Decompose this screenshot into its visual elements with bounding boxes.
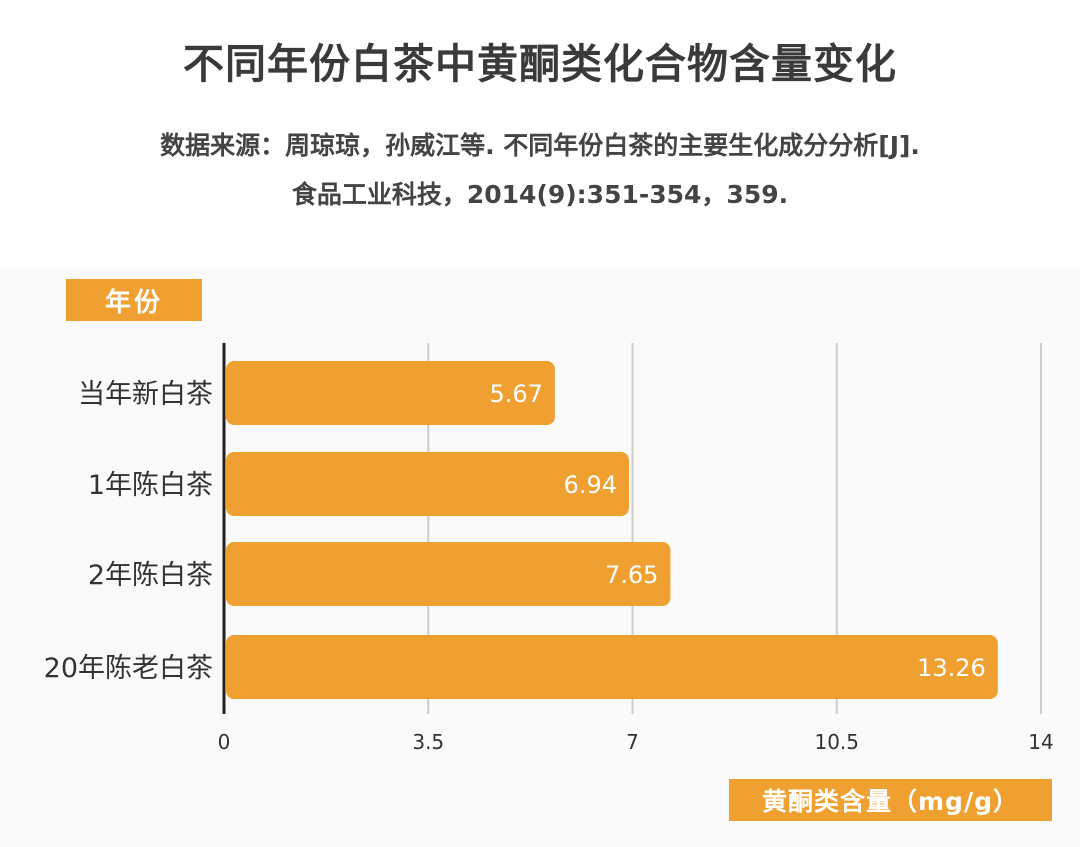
x-tick-label: 0 bbox=[218, 730, 231, 754]
chart-title: 不同年份白茶中黄酮类化合物含量变化 bbox=[183, 40, 897, 88]
x-tick-label: 7 bbox=[626, 730, 639, 754]
bar-value-label: 5.67 bbox=[489, 380, 542, 408]
category-label: 20年陈老白茶 bbox=[44, 653, 213, 684]
x-tick-label: 3.5 bbox=[412, 730, 444, 754]
category-label: 当年新白茶 bbox=[78, 379, 213, 410]
bar bbox=[226, 542, 671, 606]
bar bbox=[226, 361, 555, 425]
source-line-2: 食品工业科技，2014(9):351-354，359. bbox=[291, 180, 789, 209]
category-label: 1年陈白茶 bbox=[88, 470, 213, 501]
source-line-1: 数据来源：周琼琼，孙威江等. 不同年份白茶的主要生化成分分析[J]. bbox=[160, 131, 920, 160]
x-tick-label: 14 bbox=[1028, 730, 1053, 754]
bar bbox=[226, 635, 998, 699]
bar-value-label: 6.94 bbox=[564, 471, 617, 499]
x-tick-label: 10.5 bbox=[814, 730, 859, 754]
x-axis-title: 黄酮类含量（mg/g） bbox=[729, 779, 1052, 821]
bar-value-label: 7.65 bbox=[605, 561, 658, 589]
bar bbox=[226, 452, 629, 516]
y-axis-title: 年份 bbox=[66, 279, 202, 321]
bar-value-label: 13.26 bbox=[917, 654, 986, 682]
category-label: 2年陈白茶 bbox=[88, 560, 213, 591]
